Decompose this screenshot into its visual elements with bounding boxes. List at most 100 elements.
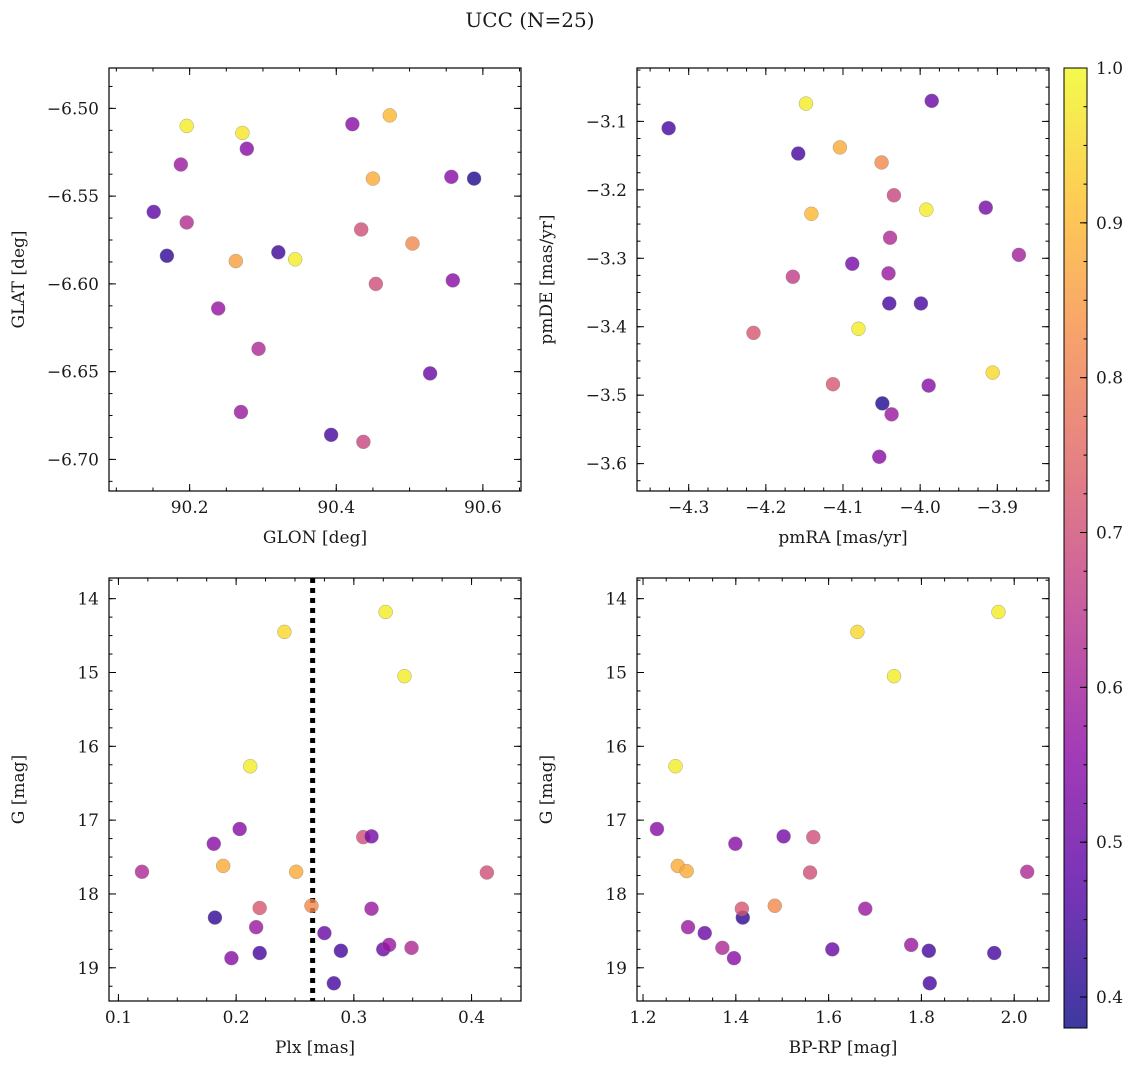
y-tick-label: −6.60 [47, 275, 99, 295]
scatter-point [726, 950, 742, 966]
x-tick-label: 1.6 [815, 1008, 842, 1028]
scatter-point [903, 937, 919, 953]
scatter-point [802, 865, 818, 880]
y-tick-label: −3.1 [586, 112, 627, 132]
y-tick-label: −6.50 [47, 99, 99, 119]
scatter-point [875, 396, 890, 411]
scatter-point [134, 864, 150, 880]
colorbar-ticks: 1.0 0.9 0.8 0.7 0.6 0.5 0.4 [1080, 59, 1123, 1008]
scatter-point [353, 222, 369, 237]
y-tick-label: −3.6 [586, 455, 627, 475]
scatter-point [239, 141, 255, 156]
scatter-point [232, 821, 247, 837]
scatter-point [345, 116, 360, 132]
x-axis-label: BP-RP [mag] [789, 1038, 898, 1058]
scatter-points [649, 604, 1035, 991]
scatter-point [924, 93, 939, 109]
scatter-point [323, 427, 339, 443]
scatter-point [872, 449, 887, 465]
scatter-point [287, 252, 303, 267]
scatter-point [661, 120, 676, 136]
scatter-point [364, 901, 379, 916]
scatter-point [825, 376, 841, 392]
y-tick-label: −6.65 [47, 363, 99, 383]
scatter-point [881, 266, 896, 281]
panel-glon-glat: 90.2 90.4 90.6 −6.50 −6.55 −6.60 −6.65 −6.70 GLO… [9, 67, 522, 548]
scatter-point [832, 140, 848, 155]
x-tick-label: 1.2 [630, 1008, 657, 1028]
scatter-point [404, 940, 419, 956]
scatter-point [825, 942, 840, 957]
scatter-point [985, 365, 1000, 380]
x-tick-label: 0.3 [340, 1008, 367, 1028]
scatter-point [806, 829, 821, 845]
colorbar-tick-label: 0.6 [1096, 678, 1123, 698]
scatter-point [649, 821, 665, 837]
colorbar-tick-label: 0.7 [1096, 524, 1123, 544]
y-axis-label: G [mag] [537, 755, 557, 824]
y-tick-label: −3.3 [586, 249, 627, 269]
y-axis-label: pmDE [mas/yr] [537, 214, 557, 344]
scatter-point [378, 604, 393, 620]
y-tick-label: 18 [605, 885, 627, 905]
x-tick-label: 90.6 [464, 498, 502, 518]
colorbar-tick-label: 0.4 [1096, 988, 1123, 1008]
x-tick-label: 1.8 [908, 1008, 935, 1028]
scatter-point [179, 215, 194, 230]
scatter-point [858, 901, 873, 916]
scatter-point [288, 864, 304, 880]
y-tick-label: −6.70 [47, 450, 99, 470]
scatter-point [233, 404, 249, 420]
scatter-point [173, 157, 189, 172]
panel-plx-g: 0.1 0.2 0.3 0.4 14 15 16 17 18 19 Plx [mas] G [mag] [9, 577, 522, 1058]
scatter-point [365, 171, 381, 186]
scatter-point [326, 976, 342, 991]
scatter-point [850, 624, 865, 640]
scatter-point [1011, 247, 1027, 263]
panel-bprp-g: 1.2 1.4 1.6 1.8 2.0 14 15 16 17 18 19 BP-RP [mag] G … [537, 577, 1050, 1058]
x-tick-label: 0.4 [458, 1008, 485, 1028]
scatter-point [179, 118, 194, 134]
scatter-point [445, 273, 461, 288]
axes-frame [108, 577, 522, 1002]
scatter-point [776, 829, 791, 844]
scatter-point [715, 940, 730, 956]
y-tick-label: 16 [77, 737, 99, 757]
axes-frame [108, 67, 522, 492]
scatter-point [804, 206, 819, 222]
scatter-point [251, 341, 266, 357]
scatter-point [405, 236, 420, 251]
scatter-point [271, 245, 286, 260]
scatter-point [333, 943, 349, 959]
scatter-point [304, 898, 319, 914]
y-tick-label: 16 [605, 737, 627, 757]
scatter-points [146, 108, 482, 450]
x-tick-label: −3.9 [977, 498, 1018, 518]
y-axis-label: G [mag] [9, 755, 29, 824]
scatter-point [886, 188, 902, 203]
scatter-point [921, 943, 937, 959]
scatter-point [356, 434, 371, 450]
y-tick-label: 18 [77, 885, 99, 905]
scatter-point [978, 200, 993, 215]
scatter-point [159, 248, 175, 264]
x-tick-label: −4.1 [822, 498, 863, 518]
colorbar-tick-label: 0.9 [1096, 214, 1123, 234]
scatter-point [466, 171, 482, 186]
scatter-point [921, 378, 936, 393]
scatter-point [146, 204, 161, 220]
scatter-point [224, 950, 239, 966]
axes-frame [636, 577, 1050, 1002]
y-tick-label: −6.55 [47, 187, 99, 207]
scatter-point [479, 865, 495, 880]
scatter-point [845, 256, 860, 272]
scatter-point [767, 898, 783, 914]
scatter-point [874, 155, 889, 170]
scatter-point [882, 230, 898, 245]
y-tick-label: 14 [77, 590, 99, 610]
scatter-point [317, 925, 332, 941]
scatter-points [134, 604, 495, 991]
colorbar-gradient [1063, 67, 1088, 1029]
y-tick-label: 15 [77, 663, 99, 683]
